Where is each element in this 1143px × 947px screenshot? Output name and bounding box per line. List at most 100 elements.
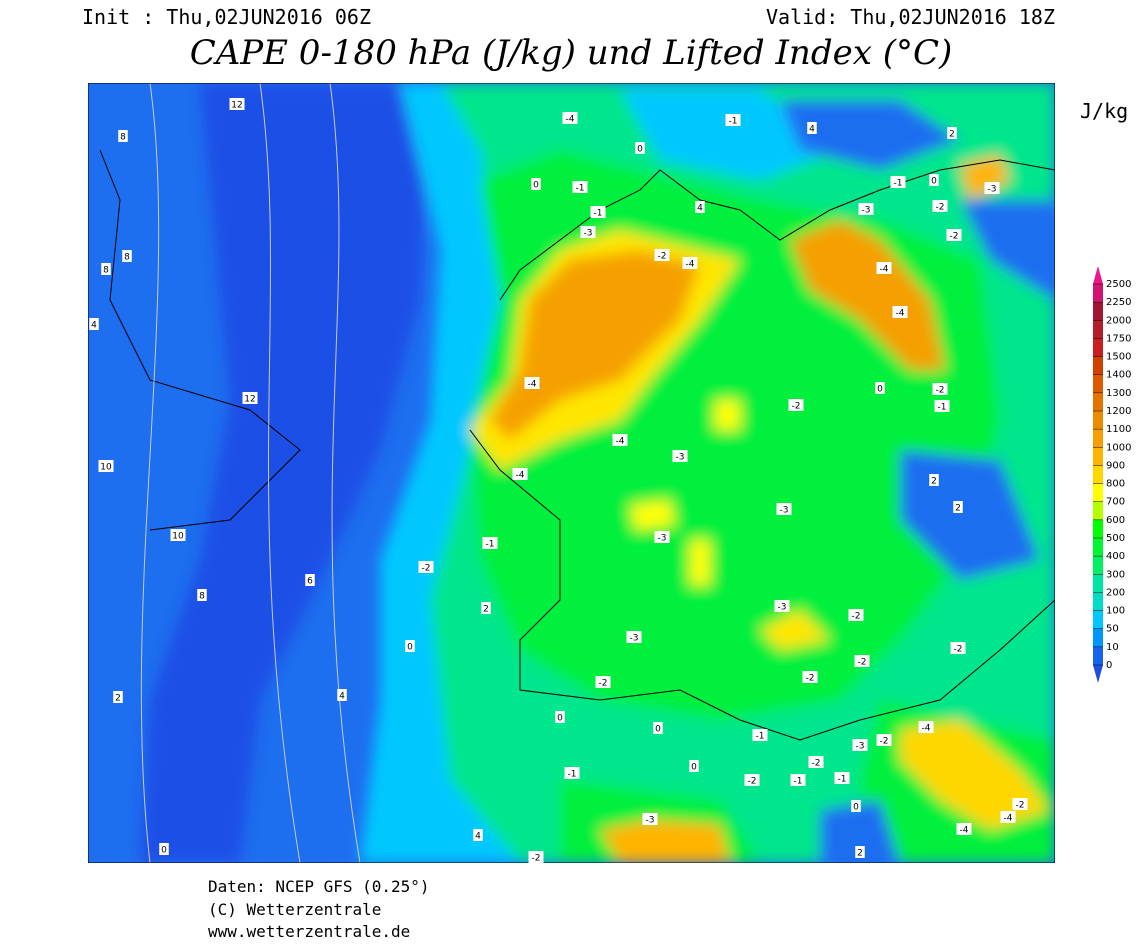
contour-label: -3 <box>646 816 655 826</box>
contour-label-box <box>918 721 934 733</box>
colorbar-segment <box>1093 411 1103 430</box>
colorbar-segment <box>1093 374 1103 393</box>
contour-label: 2 <box>931 477 937 487</box>
colorbar-segment <box>1093 320 1103 339</box>
colorbar-segment <box>1093 610 1103 629</box>
contour-label-box <box>122 250 132 262</box>
contour-label-box <box>725 114 741 126</box>
contour-label-box <box>695 201 705 213</box>
colorbar-segment <box>1093 465 1103 484</box>
contour-label: 0 <box>161 846 167 856</box>
colorbar-tick-label: 0 <box>1106 660 1112 671</box>
contour-label-box <box>473 829 483 841</box>
contour-label: -2 <box>936 386 945 396</box>
contour-label-box <box>852 739 868 751</box>
contour-label: -3 <box>676 453 685 463</box>
contour-label: 4 <box>809 125 815 135</box>
contour-label: -4 <box>922 724 931 734</box>
contour-label-box <box>653 722 663 734</box>
contour-label: -3 <box>988 185 997 195</box>
contour-label: 0 <box>533 181 539 191</box>
contour-label-box <box>418 561 434 573</box>
colorbar-tick-label: 1100 <box>1106 424 1131 435</box>
contour-label-box <box>929 474 939 486</box>
contour-label: -1 <box>576 184 585 194</box>
contour-label-box <box>950 642 966 654</box>
contour-label: -2 <box>792 402 801 412</box>
contour-label: 4 <box>91 321 97 331</box>
contour-label-box <box>851 800 861 812</box>
footer-line: Daten: NCEP GFS (0.25°) <box>208 877 430 896</box>
contour-label: -3 <box>658 534 667 544</box>
contour-label-box <box>337 689 347 701</box>
colorbar-tick-label: 1400 <box>1106 370 1131 381</box>
contour-label-box <box>744 774 760 786</box>
contour-label: -1 <box>594 209 603 219</box>
contour-label-box <box>807 122 817 134</box>
valid-text: Valid: Thu,02JUN2016 18Z <box>766 5 1055 29</box>
contour-label-box <box>305 574 315 586</box>
contour-label: -4 <box>566 115 575 125</box>
contour-label: 0 <box>931 177 937 187</box>
contour-label-box <box>590 206 606 218</box>
colorbar-unit: J/kg <box>1080 99 1128 123</box>
contour-label: -4 <box>516 471 525 481</box>
contour-label-box <box>947 127 957 139</box>
contour-label: 2 <box>857 849 863 859</box>
contour-label: 6 <box>307 577 313 587</box>
contour-label-box <box>672 450 688 462</box>
contour-label: -3 <box>584 229 593 239</box>
contour-label-box <box>802 671 818 683</box>
contour-label-box <box>635 142 645 154</box>
colorbar-tick-label: 2250 <box>1106 297 1131 308</box>
contour-label: -1 <box>794 777 803 787</box>
contour-label: -2 <box>812 759 821 769</box>
contour-label: 10 <box>100 463 112 473</box>
colorbar-tick-label: 200 <box>1106 587 1125 598</box>
contour-label-box <box>892 306 908 318</box>
contour-label: -4 <box>528 380 537 390</box>
contour-label: 10 <box>172 532 184 542</box>
contour-label-box <box>118 130 128 142</box>
contour-label-box <box>555 711 565 723</box>
contour-label: 0 <box>691 763 697 773</box>
colorbar-segment <box>1093 302 1103 321</box>
colorbar-tick-label: 700 <box>1106 497 1125 508</box>
contour-label-box <box>858 203 874 215</box>
contour-label-box <box>890 176 906 188</box>
contour-label-box <box>946 229 962 241</box>
contour-label: 2 <box>949 130 955 140</box>
contour-label-box <box>626 631 642 643</box>
contour-label: -4 <box>616 437 625 447</box>
colorbar-tick-label: 400 <box>1106 551 1125 562</box>
contour-label: -4 <box>960 826 969 836</box>
contour-label: 0 <box>853 803 859 813</box>
colorbar-tick-label: 500 <box>1106 533 1125 544</box>
colorbar-segment <box>1093 338 1103 357</box>
contour-label: -4 <box>686 260 695 270</box>
contour-label-box <box>481 602 491 614</box>
colorbar-tick-label: 1300 <box>1106 388 1131 399</box>
contour-label-box <box>242 392 258 404</box>
colorbar-under-arrow <box>1093 665 1103 683</box>
colorbar-segment <box>1093 483 1103 502</box>
contour-label-box <box>101 263 111 275</box>
footer-line: (C) Wetterzentrale <box>208 900 381 919</box>
contour-label-box <box>562 112 578 124</box>
contour-label-box <box>848 609 864 621</box>
contour-label: -2 <box>858 658 867 668</box>
contour-label: -1 <box>729 117 738 127</box>
contour-label-box <box>528 851 544 863</box>
contour-label: 2 <box>955 504 961 514</box>
contour-label-box <box>170 529 186 541</box>
contour-label: -2 <box>806 674 815 684</box>
contour-label-box <box>159 843 169 855</box>
contour-label: -2 <box>950 232 959 242</box>
contour-label-box <box>953 501 963 513</box>
contour-label: -2 <box>954 645 963 655</box>
colorbar-tick-label: 1750 <box>1106 333 1131 344</box>
contour-label: -1 <box>838 775 847 785</box>
contour-label-box <box>405 640 415 652</box>
contour-label-box <box>572 181 588 193</box>
contour-label: 4 <box>475 832 481 842</box>
